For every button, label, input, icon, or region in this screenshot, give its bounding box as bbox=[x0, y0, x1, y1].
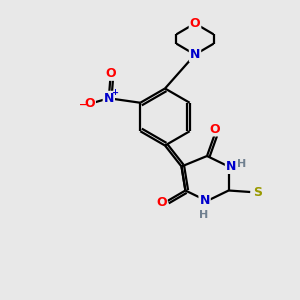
Text: −: − bbox=[79, 100, 87, 110]
Text: O: O bbox=[84, 97, 95, 110]
Text: O: O bbox=[209, 122, 220, 136]
Text: O: O bbox=[190, 17, 200, 30]
Text: H: H bbox=[237, 158, 246, 169]
Text: O: O bbox=[105, 67, 116, 80]
Text: N: N bbox=[226, 160, 236, 173]
Text: N: N bbox=[103, 92, 114, 105]
Text: N: N bbox=[190, 48, 200, 61]
Text: S: S bbox=[253, 185, 262, 199]
Text: +: + bbox=[111, 88, 118, 97]
Text: O: O bbox=[156, 196, 167, 209]
Text: N: N bbox=[200, 194, 210, 208]
Text: H: H bbox=[200, 209, 208, 220]
